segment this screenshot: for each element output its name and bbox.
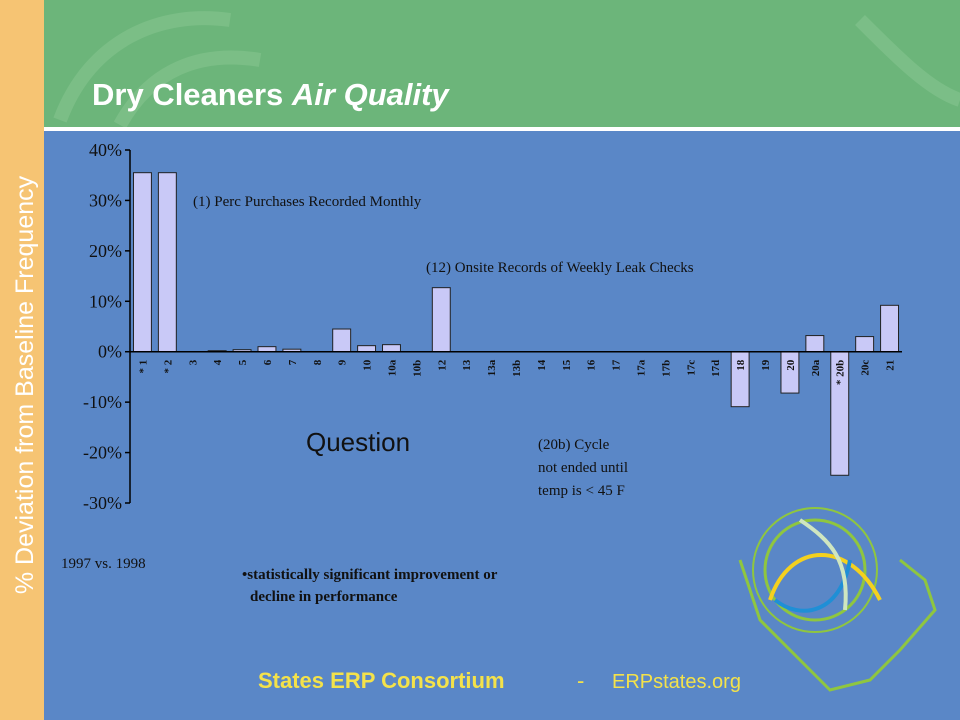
footer-org: States ERP Consortium <box>258 668 505 693</box>
bar <box>357 345 377 353</box>
annotation: decline in performance <box>250 589 398 605</box>
y-tick-label: 20% <box>89 241 122 261</box>
y-tick-label: -30% <box>83 493 122 513</box>
x-tick-label: 13 <box>461 359 473 371</box>
bar <box>431 287 451 353</box>
x-tick-label: 12 <box>436 359 448 371</box>
annotation: •statistically significant improvement o… <box>242 567 498 583</box>
x-tick-label: * 2 <box>162 359 174 373</box>
x-tick-label: 17b <box>660 360 672 377</box>
x-tick-label: 17c <box>685 360 697 376</box>
bar <box>132 172 152 353</box>
bar <box>257 346 277 353</box>
x-tick-label: 10b <box>411 360 423 377</box>
x-tick-label: 17a <box>636 359 648 376</box>
x-tick-label: 21 <box>885 360 897 371</box>
y-tick-label: 30% <box>89 190 122 210</box>
x-tick-label: 18 <box>735 359 747 371</box>
leaf-decor <box>53 11 960 129</box>
side-label: % Deviation from Baseline Frequency <box>11 175 39 594</box>
bar <box>157 172 177 353</box>
x-tick-label: 10a <box>386 359 398 376</box>
footer-site: ERPstates.org <box>612 671 741 693</box>
logo <box>738 507 937 692</box>
x-tick-label: 13b <box>511 360 523 377</box>
x-tick-label: 3 <box>187 359 199 365</box>
y-tick-label: -10% <box>83 392 122 412</box>
bar <box>805 335 825 353</box>
y-tick-label: -20% <box>83 443 122 463</box>
x-tick-label: 8 <box>312 359 324 365</box>
y-tick-label: 40% <box>89 140 122 160</box>
y-tick-label: 0% <box>98 342 122 362</box>
x-tick-label: 20c <box>860 360 872 376</box>
annotation: not ended until <box>538 460 628 476</box>
x-tick-label: 13a <box>486 359 498 376</box>
x-tick-label: 16 <box>586 359 598 371</box>
x-tick-label: 17 <box>611 359 623 371</box>
x-tick-label: 14 <box>536 359 548 371</box>
header-rule <box>44 127 960 131</box>
annotation: temp is < 45 F <box>538 483 625 499</box>
chart-title: Dry Cleaners Air Quality <box>92 77 450 112</box>
annotation: Question <box>306 427 410 457</box>
annotation: (20b) Cycle <box>538 437 610 453</box>
x-tick-label: 10 <box>362 359 374 371</box>
bar <box>880 304 900 353</box>
x-tick-label: 4 <box>212 359 224 365</box>
bar <box>855 336 875 353</box>
side-strip <box>0 0 44 720</box>
x-tick-label: 17d <box>710 360 722 377</box>
footer-separator: - <box>577 668 584 693</box>
annotation: (1) Perc Purchases Recorded Monthly <box>193 194 422 210</box>
x-tick-label: 6 <box>262 359 274 365</box>
x-tick-label: 7 <box>287 359 299 365</box>
x-tick-label: 20a <box>810 359 822 376</box>
annotation: 1997 vs. 1998 <box>61 556 146 572</box>
x-tick-label: 15 <box>561 359 573 371</box>
bar <box>382 344 401 353</box>
bar <box>332 328 352 353</box>
x-tick-label: * 20b <box>835 360 847 385</box>
annotation: (12) Onsite Records of Weekly Leak Check… <box>426 260 694 276</box>
x-tick-label: 20 <box>785 359 797 371</box>
x-tick-label: 9 <box>337 359 349 365</box>
x-tick-label: 5 <box>237 359 249 365</box>
x-tick-label: 19 <box>760 359 772 371</box>
x-tick-label: * 1 <box>137 360 149 374</box>
y-tick-label: 10% <box>89 291 122 311</box>
bar <box>780 351 800 394</box>
